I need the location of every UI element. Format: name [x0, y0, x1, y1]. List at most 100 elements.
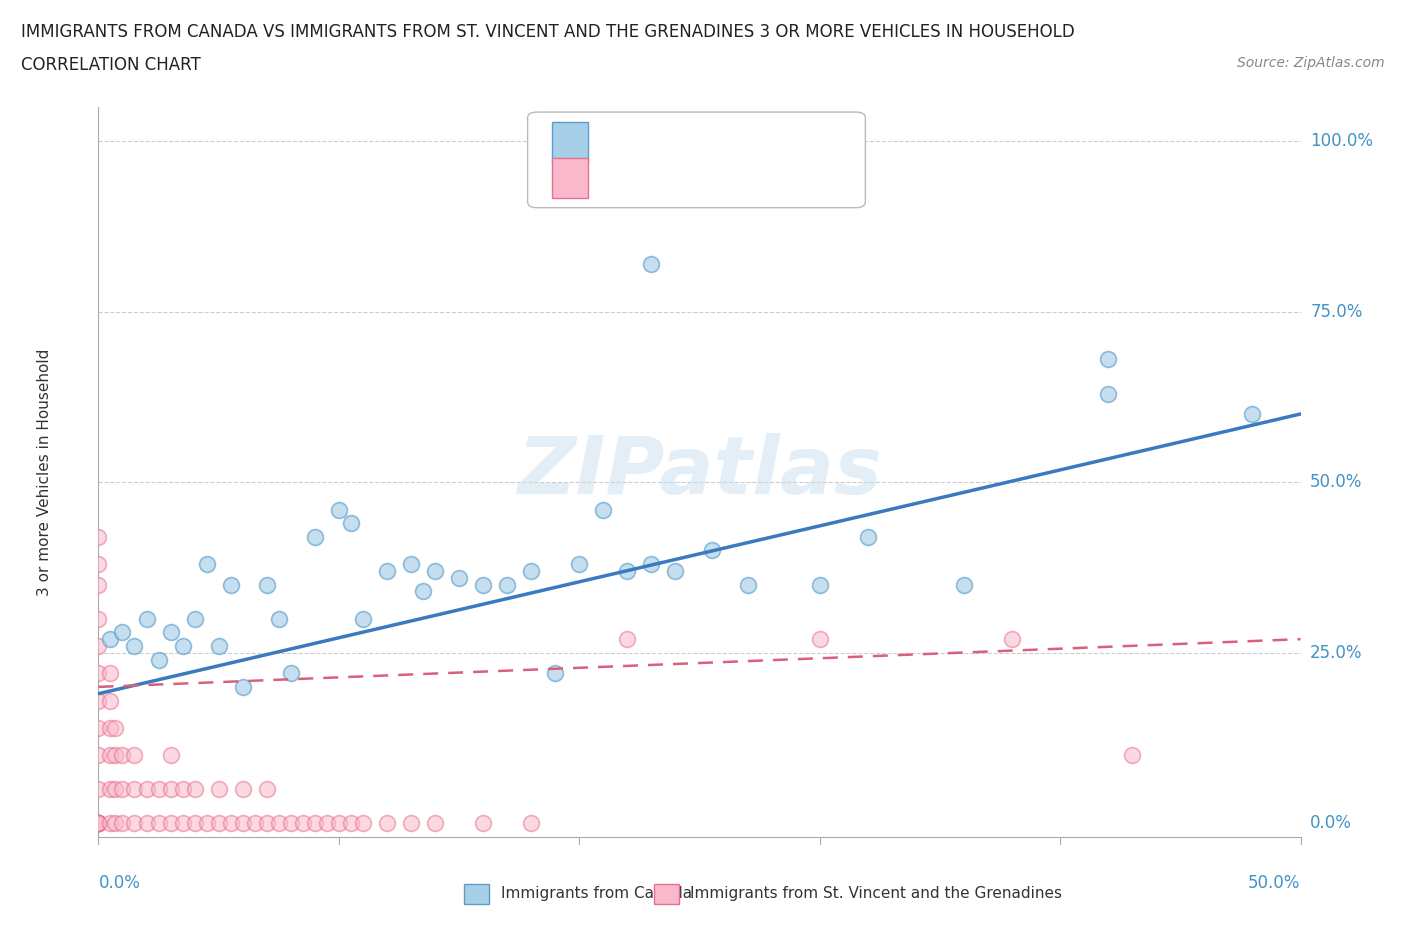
Point [291, 816, 314, 830]
Point [87, 782, 110, 797]
Point [232, 782, 254, 797]
Point [328, 816, 350, 830]
Point [664, 564, 686, 578]
Point [352, 816, 374, 830]
Point [172, 816, 194, 830]
Point [232, 816, 254, 830]
Point [1241, 406, 1264, 421]
Point [280, 816, 302, 830]
Point [100, 666, 122, 681]
Point [208, 782, 231, 797]
Point [159, 748, 181, 763]
Point [1121, 748, 1143, 763]
Point [423, 816, 446, 830]
Point [87, 816, 110, 830]
Point [148, 816, 170, 830]
Point [148, 652, 170, 667]
Point [104, 721, 127, 736]
Point [315, 816, 337, 830]
Point [640, 257, 662, 272]
Point [159, 625, 181, 640]
Text: Immigrants from Canada: Immigrants from Canada [501, 886, 692, 901]
Point [87, 693, 110, 708]
Text: 0.0%: 0.0% [1310, 815, 1353, 832]
Point [87, 816, 110, 830]
Point [267, 611, 290, 626]
Point [111, 748, 134, 763]
Text: IMMIGRANTS FROM CANADA VS IMMIGRANTS FROM ST. VINCENT AND THE GRENADINES 3 OR MO: IMMIGRANTS FROM CANADA VS IMMIGRANTS FRO… [21, 23, 1074, 41]
Point [280, 666, 302, 681]
Point [124, 782, 146, 797]
Point [172, 639, 194, 654]
Text: R = 0.008   N = 73: R = 0.008 N = 73 [600, 168, 756, 187]
Point [124, 816, 146, 830]
Point [87, 816, 110, 830]
Point [208, 816, 231, 830]
Point [472, 816, 495, 830]
Text: 3 or more Vehicles in Household: 3 or more Vehicles in Household [37, 349, 52, 595]
Point [328, 502, 350, 517]
Point [87, 816, 110, 830]
Text: Source: ZipAtlas.com: Source: ZipAtlas.com [1237, 56, 1385, 70]
Point [1097, 386, 1119, 401]
Point [496, 578, 519, 592]
Point [87, 578, 110, 592]
Point [87, 816, 110, 830]
Point [183, 782, 205, 797]
Point [87, 816, 110, 830]
Point [256, 782, 278, 797]
Text: R = 0.497   N = 40: R = 0.497 N = 40 [600, 133, 756, 151]
Point [159, 816, 181, 830]
Point [737, 578, 759, 592]
Point [87, 816, 110, 830]
Text: Immigrants from St. Vincent and the Grenadines: Immigrants from St. Vincent and the Gren… [690, 886, 1063, 901]
Point [172, 782, 194, 797]
Point [135, 611, 157, 626]
Point [87, 639, 110, 654]
Point [100, 782, 122, 797]
Point [100, 631, 122, 646]
Point [111, 816, 134, 830]
Bar [551, 158, 588, 198]
Text: 100.0%: 100.0% [1310, 132, 1374, 150]
Point [256, 578, 278, 592]
Point [340, 816, 363, 830]
Point [87, 611, 110, 626]
Point [399, 557, 422, 572]
Point [592, 502, 614, 517]
Point [616, 631, 638, 646]
Point [1097, 352, 1119, 366]
Point [304, 529, 326, 544]
Point [87, 816, 110, 830]
Text: 25.0%: 25.0% [1310, 644, 1362, 662]
Point [87, 721, 110, 736]
Point [111, 625, 134, 640]
Text: 50.0%: 50.0% [1310, 473, 1362, 491]
Point [856, 529, 879, 544]
Point [520, 816, 543, 830]
Point [568, 557, 591, 572]
Point [111, 782, 134, 797]
Point [100, 748, 122, 763]
Point [87, 816, 110, 830]
Point [87, 529, 110, 544]
Point [100, 816, 122, 830]
Point [104, 748, 127, 763]
Point [87, 666, 110, 681]
Point [267, 816, 290, 830]
Point [208, 639, 231, 654]
Point [423, 564, 446, 578]
Point [808, 578, 831, 592]
Point [808, 631, 831, 646]
Point [87, 557, 110, 572]
Point [375, 564, 398, 578]
Text: 75.0%: 75.0% [1310, 302, 1362, 321]
Point [159, 782, 181, 797]
Point [640, 557, 662, 572]
Bar [551, 122, 588, 162]
Point [124, 748, 146, 763]
Point [195, 557, 218, 572]
Point [232, 680, 254, 695]
Point [87, 748, 110, 763]
Point [340, 516, 363, 531]
